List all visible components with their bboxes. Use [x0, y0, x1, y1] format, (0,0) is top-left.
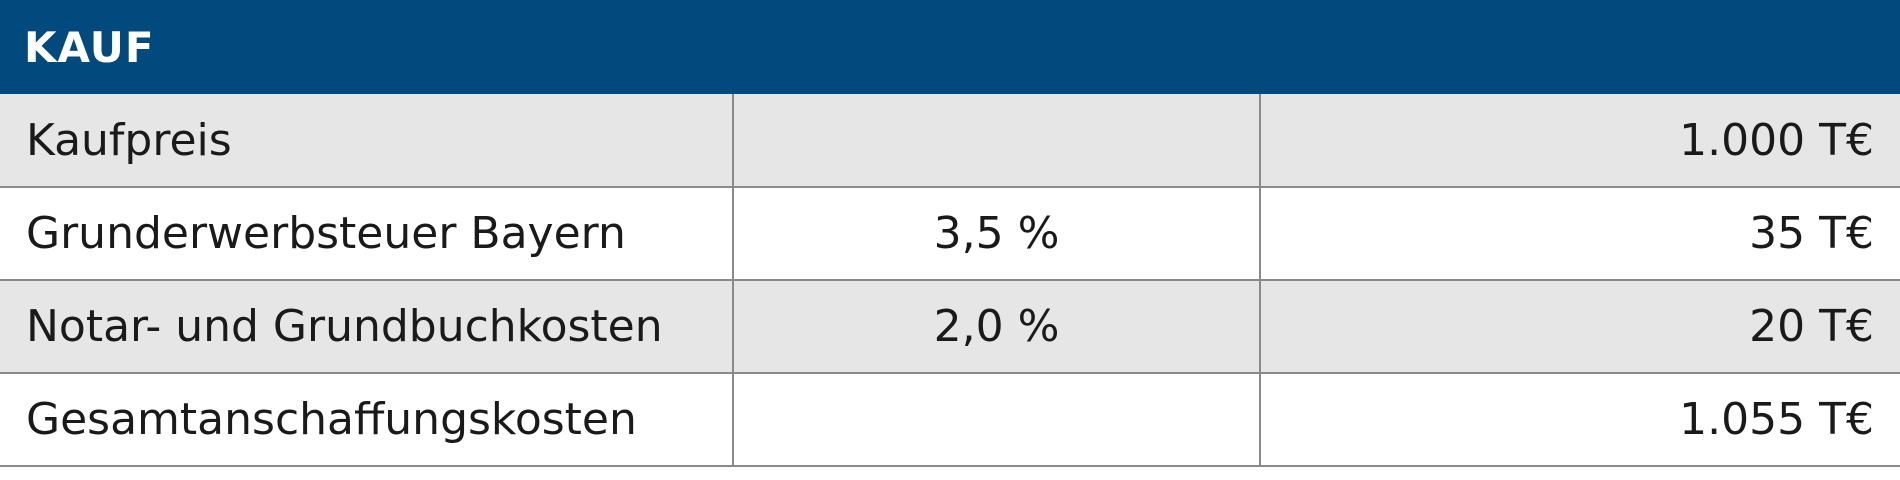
row-label: Kaufpreis [0, 94, 734, 188]
row-label: Notar- und Grundbuchkosten [0, 279, 734, 374]
table-row: Kaufpreis 1.000 T€ [0, 94, 1900, 188]
table-title: KAUF [0, 0, 1900, 94]
amount-cell: 20 T€ [1259, 279, 1900, 374]
rate-cell: 2,0 % [732, 279, 1261, 374]
row-label: Gesamtanschaffungskosten [0, 372, 734, 467]
amount-cell: 1.000 T€ [1259, 94, 1900, 188]
rate-cell: 3,5 % [732, 186, 1261, 281]
cost-table: Kaufpreis 1.000 T€ Grunderwerbsteuer Bay… [0, 94, 1900, 467]
rate-cell [732, 372, 1261, 467]
row-label: Grunderwerbsteuer Bayern [0, 186, 734, 281]
amount-cell: 1.055 T€ [1259, 372, 1900, 467]
table-row: Notar- und Grundbuchkosten 2,0 % 20 T€ [0, 279, 1900, 374]
table-row: Gesamtanschaffungskosten 1.055 T€ [0, 372, 1900, 467]
rate-cell [732, 94, 1261, 188]
amount-cell: 35 T€ [1259, 186, 1900, 281]
table-row: Grunderwerbsteuer Bayern 3,5 % 35 T€ [0, 186, 1900, 281]
